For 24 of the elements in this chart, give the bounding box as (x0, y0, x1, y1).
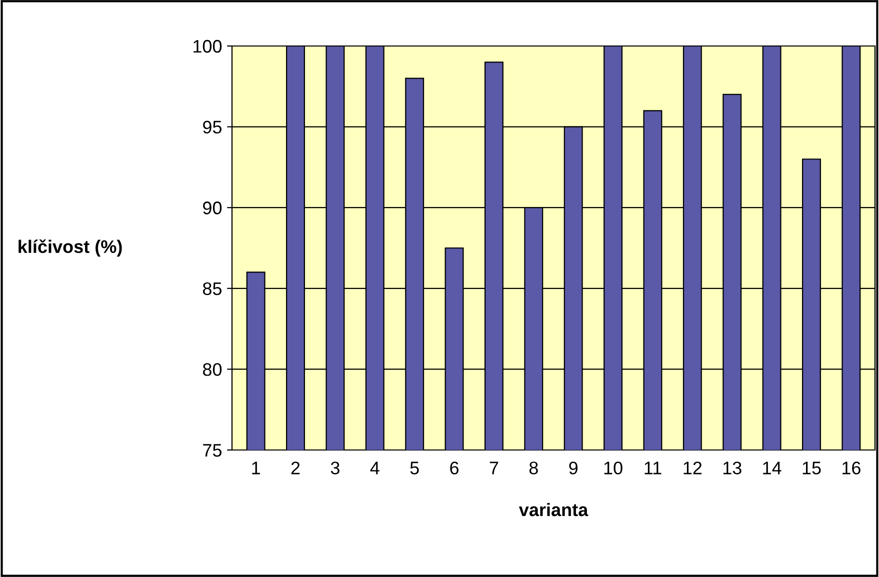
x-tick-label: 14 (763, 462, 782, 474)
x-tick-label: 1 (252, 462, 260, 474)
x-tick-label: 16 (842, 462, 860, 474)
x-tick-label: 9 (569, 462, 578, 474)
x-tick-label: 10 (604, 462, 622, 474)
x-tick-label: 2 (291, 462, 300, 474)
x-tick-label: 6 (450, 462, 458, 474)
x-axis-title: varianta (518, 502, 588, 516)
x-tick-label: 8 (529, 462, 538, 474)
x-tick-label: 15 (802, 462, 821, 474)
x-tick-label: 5 (410, 462, 419, 474)
y-tick-label: 95 (203, 120, 222, 134)
y-axis-title: klíčivost (%) (18, 239, 122, 257)
x-tick-label: 7 (490, 462, 498, 474)
y-tick-label: 90 (203, 202, 222, 214)
x-tick-label: 12 (684, 462, 702, 474)
x-tick-label: 4 (370, 462, 380, 474)
x-tick-label: 11 (644, 462, 662, 474)
y-tick-label: 80 (202, 363, 222, 376)
y-tick-label: 85 (202, 282, 222, 296)
y-tick-label: 100 (194, 40, 222, 53)
x-tick-label: 3 (330, 462, 340, 474)
x-tick-label: 13 (723, 462, 742, 474)
y-tick-label: 75 (203, 444, 222, 457)
